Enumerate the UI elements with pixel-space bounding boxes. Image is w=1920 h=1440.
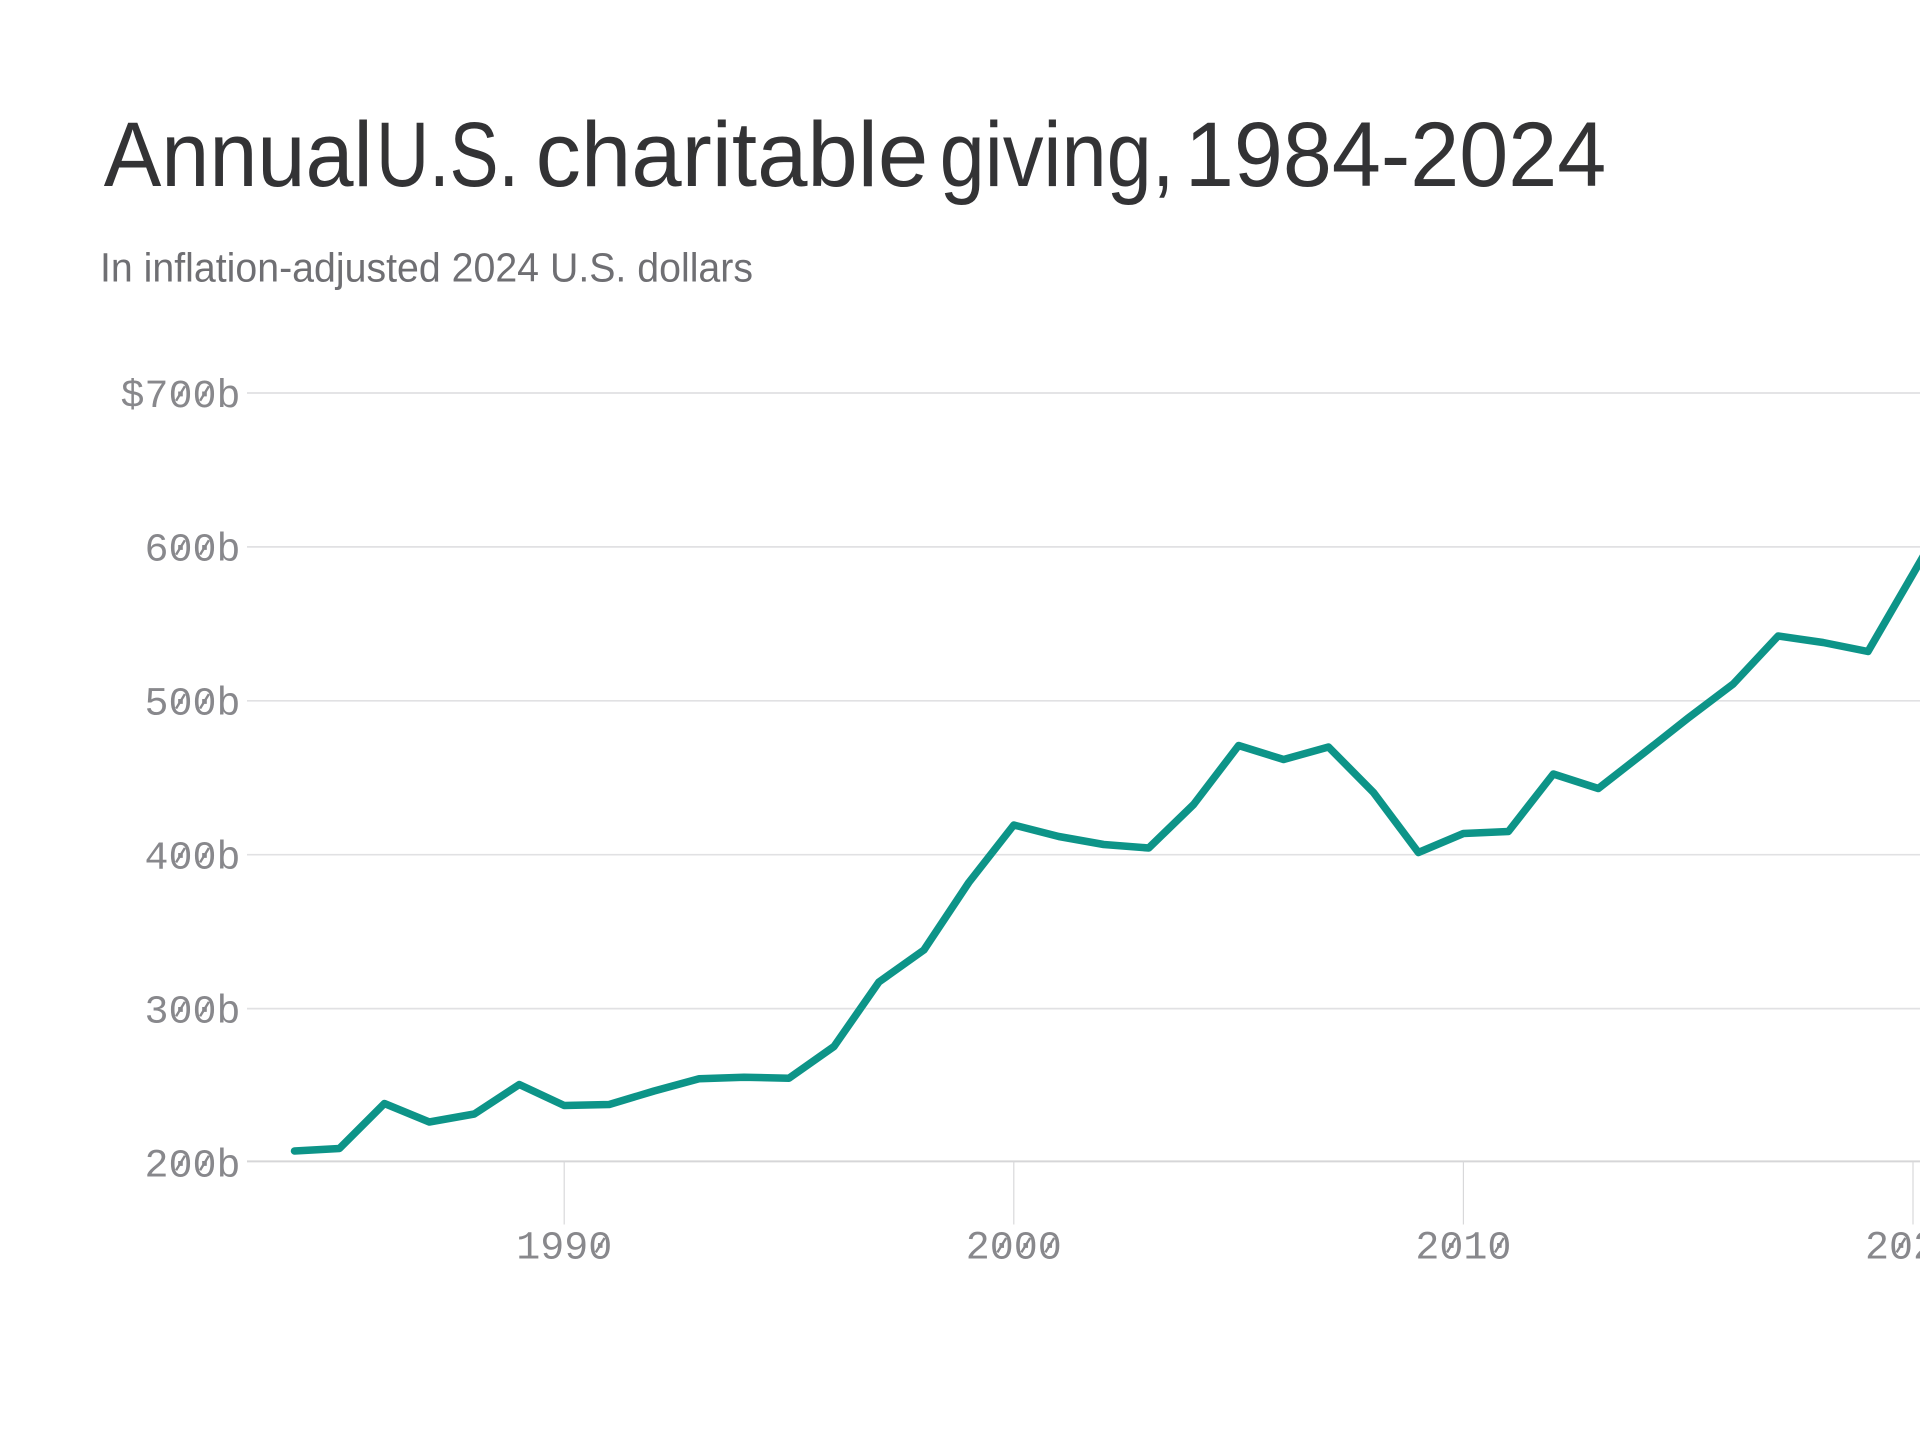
svg-text:$700b: $700b (120, 375, 240, 420)
svg-text:300b: 300b (144, 990, 240, 1035)
svg-text:1984-2024: 1984-2024 (1185, 104, 1606, 206)
svg-text:Annual: Annual (104, 104, 373, 206)
svg-text:200b: 200b (144, 1144, 240, 1189)
svg-text:giving,: giving, (940, 104, 1175, 206)
svg-text:600b: 600b (144, 529, 240, 574)
svg-text:U.S.: U.S. (376, 104, 519, 206)
svg-text:500b: 500b (144, 683, 240, 728)
svg-text:2010: 2010 (1415, 1227, 1511, 1272)
svg-text:2020: 2020 (1865, 1227, 1920, 1272)
svg-text:In inflation-adjusted 2024 U.S: In inflation-adjusted 2024 U.S. dollars (100, 245, 753, 291)
svg-text:400b: 400b (144, 837, 240, 882)
svg-text:charitable: charitable (536, 104, 929, 206)
svg-text:1990: 1990 (516, 1227, 612, 1272)
svg-text:2000: 2000 (966, 1227, 1062, 1272)
